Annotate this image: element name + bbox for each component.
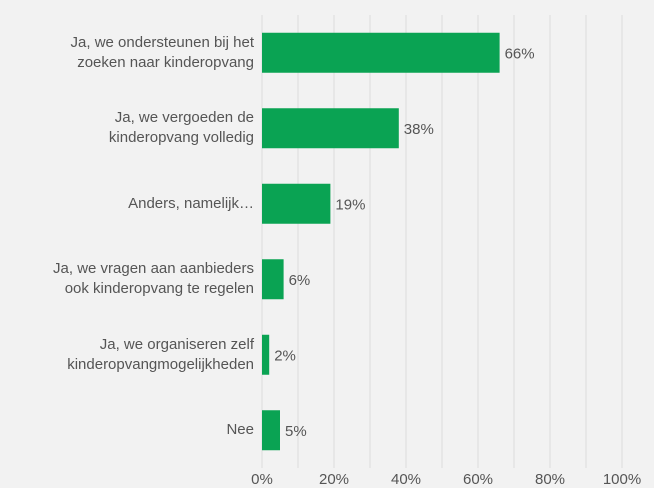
- data-label: 5%: [285, 423, 307, 440]
- x-tick-label: 20%: [319, 471, 349, 488]
- data-label: 2%: [274, 348, 296, 365]
- bar: [262, 32, 500, 73]
- x-tick-label: 100%: [603, 471, 641, 488]
- category-label: Ja, we ondersteunen bij het zoeken naar …: [70, 33, 254, 71]
- bar: [262, 259, 284, 300]
- category-label: Nee: [226, 421, 254, 439]
- data-label: 6%: [289, 272, 311, 289]
- data-label: 66%: [505, 46, 535, 63]
- category-label: Ja, we vragen aan aanbieders ook kindero…: [53, 260, 254, 298]
- x-tick-label: 60%: [463, 471, 493, 488]
- bar: [262, 334, 270, 375]
- data-label: 38%: [404, 121, 434, 138]
- x-tick-label: 40%: [391, 471, 421, 488]
- category-label: Ja, we organiseren zelf kinderopvangmoge…: [67, 335, 254, 373]
- bar: [262, 410, 280, 451]
- bar: [262, 108, 399, 149]
- x-tick-label: 0%: [251, 471, 273, 488]
- category-label: Anders, namelijk…: [128, 194, 254, 212]
- data-label: 19%: [335, 197, 365, 214]
- category-label: Ja, we vergoeden de kinderopvang volledi…: [108, 109, 254, 147]
- x-tick-label: 80%: [535, 471, 565, 488]
- bar: [262, 183, 331, 224]
